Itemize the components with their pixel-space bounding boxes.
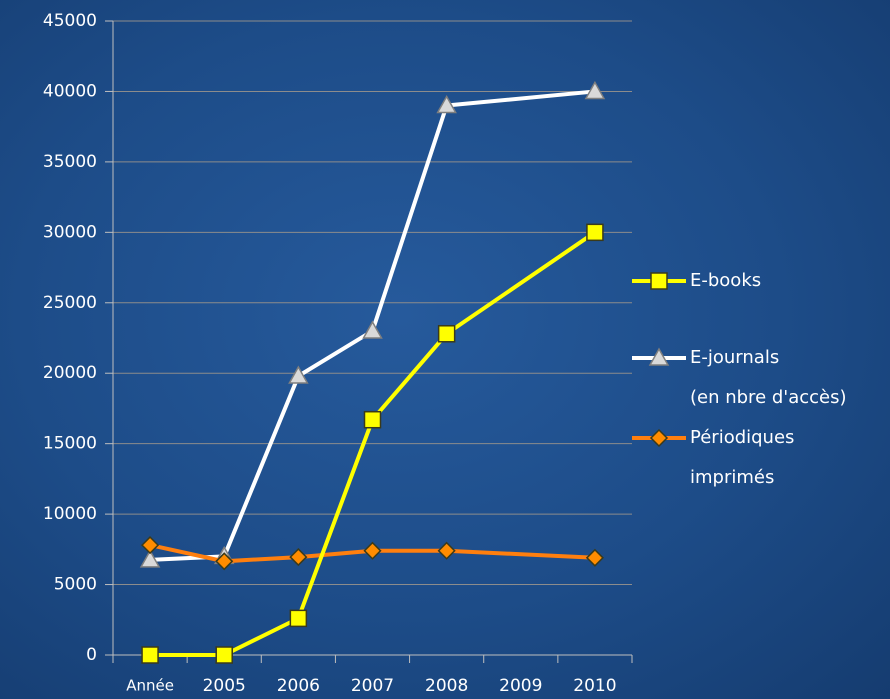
series-line bbox=[150, 230, 597, 657]
data-point bbox=[288, 365, 309, 384]
x-tick-label: 2010 bbox=[573, 676, 616, 696]
data-point bbox=[289, 609, 308, 628]
data-point bbox=[362, 320, 383, 339]
x-tick-label: 2007 bbox=[351, 676, 394, 696]
legend-marker bbox=[650, 272, 668, 290]
y-tick-label: 35000 bbox=[43, 152, 97, 172]
y-tick-label: 25000 bbox=[43, 293, 97, 313]
series-line bbox=[149, 543, 596, 564]
data-point bbox=[585, 548, 604, 567]
data-point bbox=[363, 410, 382, 429]
data-point bbox=[437, 541, 456, 560]
data-point bbox=[584, 80, 606, 100]
legend-marker bbox=[648, 347, 670, 366]
data-point bbox=[141, 536, 160, 555]
x-tick-label: Année bbox=[126, 677, 174, 695]
y-tick-label: 20000 bbox=[43, 363, 97, 383]
legend-label: Périodiques imprimés bbox=[690, 427, 795, 488]
y-tick-label: 30000 bbox=[43, 222, 97, 242]
y-tick-label: 0 bbox=[86, 645, 97, 665]
y-tick-label: 15000 bbox=[43, 434, 97, 454]
legend-label: E-journals (en nbre d'accès) bbox=[690, 347, 847, 408]
x-tick-label: 2008 bbox=[425, 676, 468, 696]
y-tick-label: 10000 bbox=[43, 504, 97, 524]
x-tick-label: 2009 bbox=[499, 676, 542, 696]
x-tick-label: 2006 bbox=[277, 676, 320, 696]
data-point bbox=[436, 95, 457, 114]
x-tick-label: 2005 bbox=[203, 676, 246, 696]
legend-label: E-books bbox=[690, 270, 762, 291]
data-point bbox=[215, 646, 233, 664]
data-point bbox=[139, 549, 161, 568]
y-tick-label: 45000 bbox=[43, 11, 97, 31]
data-point bbox=[363, 541, 382, 560]
data-point bbox=[289, 548, 308, 567]
data-point bbox=[141, 646, 159, 664]
data-point bbox=[215, 552, 234, 571]
y-tick-label: 5000 bbox=[54, 575, 97, 595]
data-point bbox=[586, 223, 604, 242]
y-tick-label: 40000 bbox=[43, 81, 97, 101]
data-point bbox=[437, 325, 456, 343]
legend-marker bbox=[649, 428, 669, 448]
